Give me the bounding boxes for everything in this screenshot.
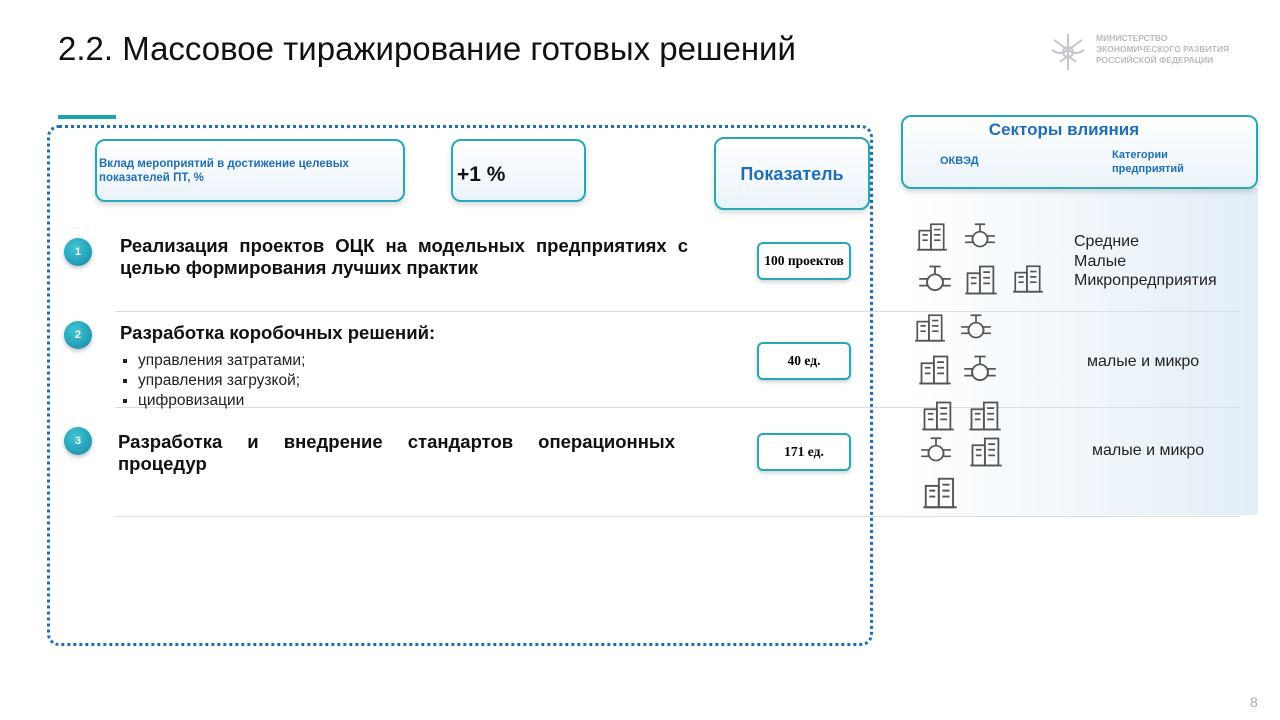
category: малые и микро: [1092, 442, 1205, 459]
icon: [913, 311, 947, 345]
icon: [1008, 262, 1048, 296]
sector-panel: [901, 188, 1258, 515]
sector-header-card: [901, 115, 1258, 189]
icon: [966, 398, 1004, 434]
categories-header: Категории предприятий: [1112, 149, 1184, 175]
separator: [115, 516, 1240, 517]
item-number: 3: [64, 427, 92, 455]
categories: малые и микро: [1092, 441, 1204, 461]
icon: [960, 352, 1000, 388]
indicator-header: Показатель: [714, 137, 870, 210]
sector-title: Секторы влияния: [988, 120, 1140, 139]
item-text: Разработка коробочных решений:: [120, 322, 436, 343]
category: Микропредприятия: [1074, 272, 1217, 289]
separator: [115, 407, 1240, 408]
category: Малые: [1074, 252, 1127, 270]
emblem: [1051, 34, 1085, 70]
bullet: цифровизации: [138, 391, 305, 411]
dotted-frame: [47, 125, 873, 646]
okved-header: ОКВЭД: [940, 155, 979, 167]
icon: [915, 220, 949, 254]
item-number: 1: [64, 238, 92, 266]
ministry-line: ЭКОНОМИЧЕСКОГО РАЗВИТИЯ: [1096, 44, 1230, 54]
categories: малые и микро: [1087, 352, 1199, 372]
icon: [920, 474, 960, 512]
ministry-name: МИНИСТЕРСТВО ЭКОНОМИЧЕСКОГО РАЗВИТИЯ РОС…: [1096, 33, 1229, 66]
page-number: 8: [1250, 694, 1258, 710]
indicator: 40 ед.: [757, 342, 851, 380]
category: Средние: [1074, 233, 1140, 250]
contribution-label: Вклад мероприятий в достижение целевых п…: [95, 139, 405, 202]
icon: [918, 398, 958, 434]
icon: [915, 262, 955, 298]
icon: [960, 220, 1000, 254]
ministry-line: РОССИЙСКОЙ ФЕДЕРАЦИИ: [1096, 55, 1214, 65]
category: малые и микро: [1087, 353, 1200, 370]
indicator: 100 проектов: [757, 242, 851, 280]
item-text: Реализация проектов ОЦК на модельных пре…: [120, 235, 688, 278]
contribution-value: +1 %: [451, 139, 586, 202]
item-text: Разработка и внедрение стандартов операц…: [118, 431, 675, 474]
icon: [955, 311, 997, 345]
bullet-list: управления затратами; управления загрузк…: [120, 351, 305, 411]
indicator: 171 ед.: [757, 433, 851, 471]
icon: [915, 352, 955, 388]
accent-bar: [58, 115, 116, 119]
icon: [966, 434, 1006, 470]
icon: [918, 434, 954, 468]
bullet: управления загрузкой;: [138, 371, 305, 391]
item-number: 2: [64, 321, 92, 349]
ministry-line: МИНИСТЕРСТВО: [1096, 33, 1168, 43]
bullet: управления затратами;: [138, 351, 305, 371]
categories: Средние Малые Микропредприятия: [1074, 232, 1217, 291]
slide-title: 2.2. Массовое тиражирование готовых реше…: [58, 30, 796, 67]
separator: [115, 311, 1240, 312]
icon: [962, 262, 1000, 298]
